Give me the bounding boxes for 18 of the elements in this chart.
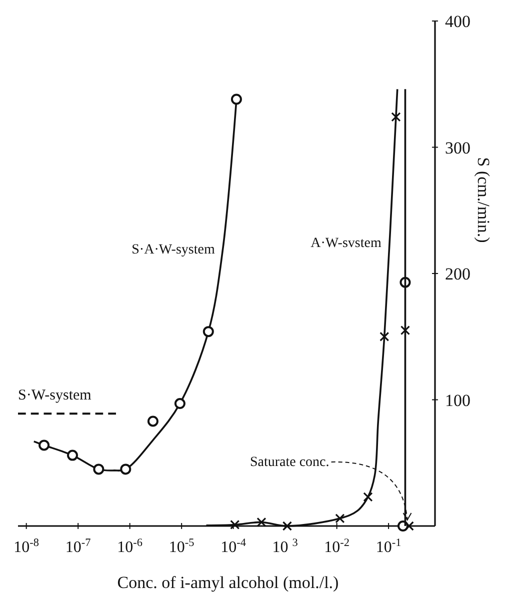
x-tick-label: 10 $^{3}$ bbox=[272, 537, 298, 556]
series-label: S·W-system bbox=[18, 388, 92, 404]
x-tick-label: 10$^{-4}$ bbox=[220, 537, 246, 556]
x-tick-label: 10$^{-8}$ bbox=[14, 537, 40, 556]
x-axis-title: Conc. of i-amyl alcohol (mol./l.) bbox=[117, 573, 339, 592]
annotation: Saturate conc. bbox=[250, 455, 330, 470]
x-tick-label: 10$^{-1}$ bbox=[376, 537, 402, 556]
y-tick-label: 300 bbox=[445, 138, 470, 158]
x-tick-label: 10$^{-2}$ bbox=[324, 537, 350, 556]
series-label: S·A·W-system bbox=[132, 242, 215, 258]
x-tick-label: 10$^{-6}$ bbox=[117, 537, 143, 556]
y-tick-label: 200 bbox=[445, 264, 470, 284]
x-tick-label: 10$^{-7}$ bbox=[65, 537, 92, 556]
y-tick-label: 100 bbox=[445, 390, 470, 410]
y-axis-title: S (cm./min.) bbox=[474, 157, 493, 243]
x-tick-label: 10$^{-5}$ bbox=[168, 537, 195, 556]
series-label: A·W-svstem bbox=[310, 236, 382, 252]
y-tick-label: 400 bbox=[445, 12, 470, 31]
